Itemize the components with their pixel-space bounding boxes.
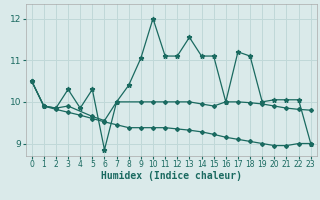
X-axis label: Humidex (Indice chaleur): Humidex (Indice chaleur) <box>101 171 242 181</box>
